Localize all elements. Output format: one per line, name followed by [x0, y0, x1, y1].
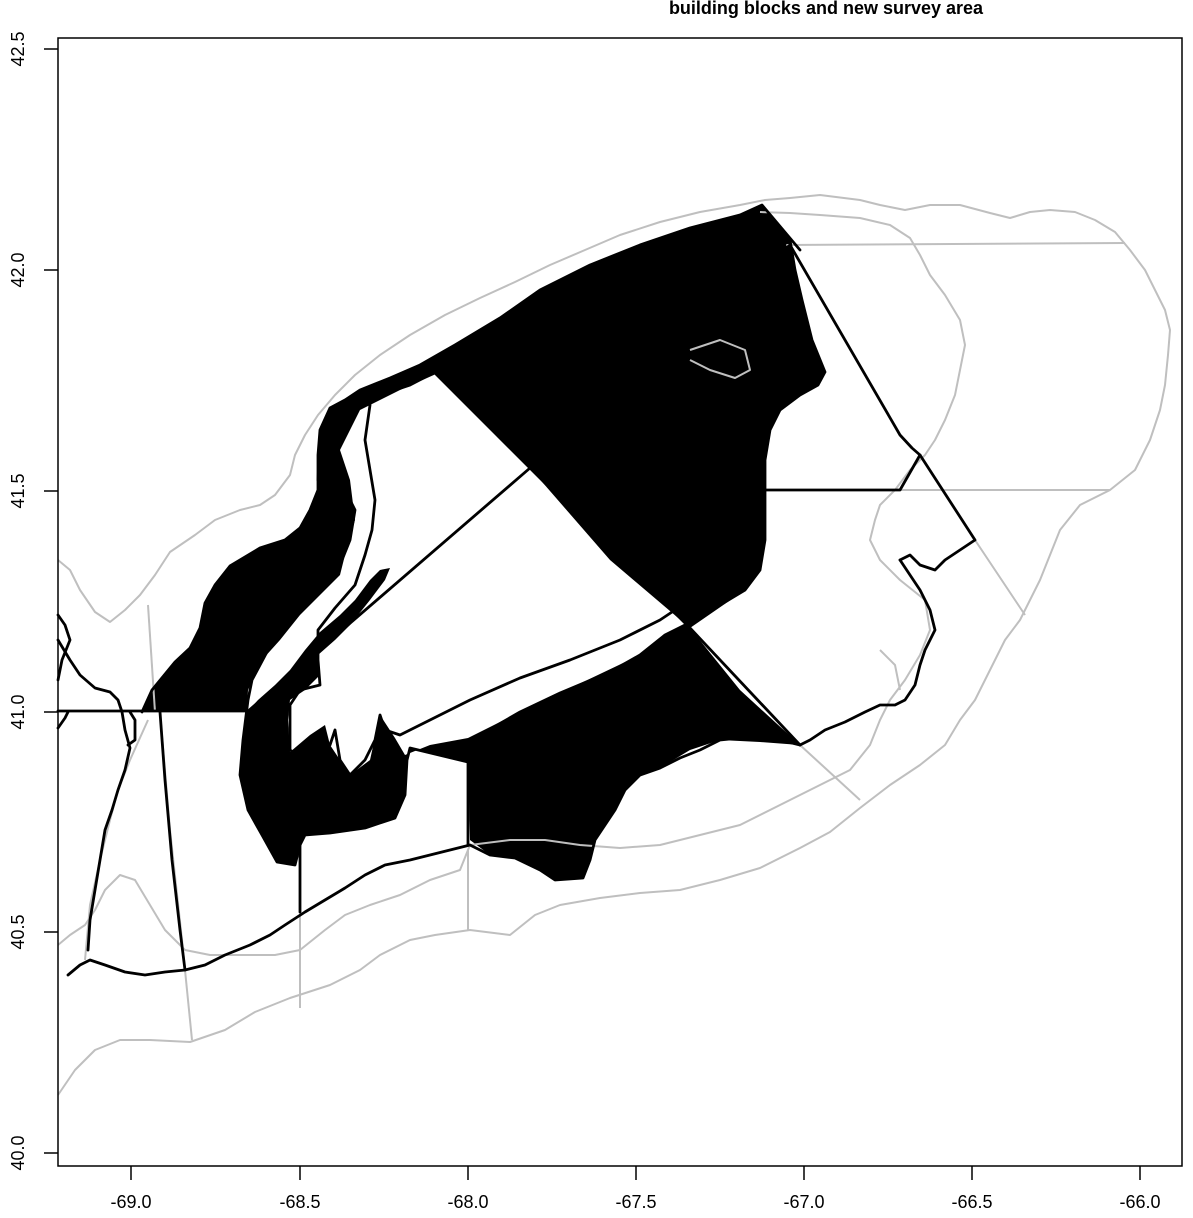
west-shoal-line	[56, 638, 132, 952]
x-tick-label: -69.0	[110, 1192, 151, 1212]
outer-gray-contour	[57, 194, 1171, 1096]
gray-division-line-1	[147, 604, 156, 713]
survey-area-outline	[140, 203, 802, 714]
plot-title: building blocks and new survey area	[669, 0, 984, 18]
plot-frame	[57, 37, 1183, 1167]
y-tick-label: 42.0	[8, 252, 28, 287]
x-tick-label: -68.0	[447, 1192, 488, 1212]
x-tick-label: -67.5	[615, 1192, 656, 1212]
x-tick-label: -68.5	[279, 1192, 320, 1212]
x-axis: -69.0 -68.5 -68.0 -67.5 -67.0 -66.5 -66.0	[110, 1166, 1161, 1212]
gray-inner-wiggle	[689, 339, 751, 379]
gray-inner-wiggle-2	[879, 649, 901, 691]
y-tick-label: 41.0	[8, 694, 28, 729]
west-vertical-line	[158, 710, 187, 972]
inner-contour-loop	[238, 238, 827, 867]
y-axis: 40.0 40.5 41.0 41.5 42.0 42.5	[8, 31, 58, 1171]
east-arm	[798, 558, 937, 747]
y-tick-label: 40.0	[8, 1135, 28, 1170]
horizontal-line-41-5	[763, 453, 922, 492]
west-coast-fragment-2	[56, 710, 70, 730]
x-tick-label: -66.5	[951, 1192, 992, 1212]
y-tick-label: 42.5	[8, 31, 28, 66]
y-tick-label: 40.5	[8, 914, 28, 949]
inner-deep-contour	[288, 318, 742, 777]
diagonal-line-nw-se	[434, 372, 802, 747]
west-coast-fragment	[56, 613, 72, 682]
gray-division-line-2	[84, 719, 149, 961]
gray-division-line-8	[784, 242, 1126, 246]
x-tick-label: -67.0	[783, 1192, 824, 1212]
gray-division-line-6	[799, 744, 861, 801]
black-boundary-lines	[56, 203, 977, 977]
inner-gray-contour	[57, 211, 966, 956]
survey-area-fill	[142, 205, 825, 880]
y-tick-label: 41.5	[8, 473, 28, 508]
gray-division-line-7	[974, 539, 1026, 616]
survey-area-fill-layer	[142, 205, 825, 880]
east-boundary	[788, 243, 977, 572]
survey-area-fill-lower	[240, 568, 745, 865]
west-small-arm	[126, 710, 137, 747]
south-shelf-edge	[66, 736, 802, 977]
inner-bank-edge	[316, 256, 707, 482]
x-tick-label: -66.0	[1119, 1192, 1160, 1212]
